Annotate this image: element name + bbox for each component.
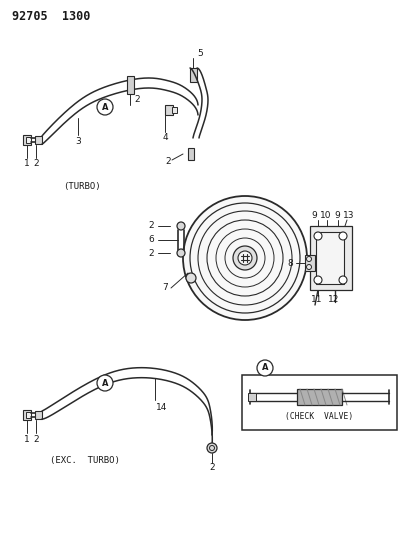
Circle shape xyxy=(97,375,113,391)
Text: 11: 11 xyxy=(311,295,323,304)
Circle shape xyxy=(238,251,252,265)
Circle shape xyxy=(207,443,217,453)
Text: 7: 7 xyxy=(162,284,168,293)
Bar xyxy=(316,232,344,284)
Bar xyxy=(190,68,197,82)
Text: 1: 1 xyxy=(24,158,30,167)
Circle shape xyxy=(177,222,185,230)
Circle shape xyxy=(339,232,347,240)
Text: 9: 9 xyxy=(334,212,340,221)
Text: 1: 1 xyxy=(24,434,30,443)
Circle shape xyxy=(183,196,307,320)
Circle shape xyxy=(314,276,322,284)
Text: 14: 14 xyxy=(156,403,168,413)
Text: 6: 6 xyxy=(148,236,154,245)
Circle shape xyxy=(186,273,196,283)
Text: (EXC.  TURBO): (EXC. TURBO) xyxy=(50,456,120,464)
Bar xyxy=(35,136,42,144)
Text: 2: 2 xyxy=(148,222,154,230)
Circle shape xyxy=(306,264,311,270)
Circle shape xyxy=(314,232,322,240)
Text: 4: 4 xyxy=(162,133,168,142)
Bar xyxy=(26,137,31,143)
Text: 2: 2 xyxy=(209,464,215,472)
Bar xyxy=(165,105,173,115)
Bar xyxy=(188,148,194,160)
Text: (TURBO): (TURBO) xyxy=(63,182,101,191)
Bar xyxy=(23,135,31,145)
Text: (CHECK  VALVE): (CHECK VALVE) xyxy=(285,413,353,422)
Text: A: A xyxy=(262,364,268,373)
Text: 2: 2 xyxy=(33,158,39,167)
Circle shape xyxy=(306,256,311,262)
Text: 2: 2 xyxy=(33,434,39,443)
Text: 2: 2 xyxy=(165,157,171,166)
Text: 9: 9 xyxy=(311,212,317,221)
Text: 2: 2 xyxy=(134,95,140,104)
Text: 5: 5 xyxy=(197,50,203,59)
Text: 92705  1300: 92705 1300 xyxy=(12,10,90,22)
Bar xyxy=(26,412,31,418)
Circle shape xyxy=(257,360,273,376)
Bar xyxy=(172,107,177,113)
Bar xyxy=(35,411,42,419)
Text: 12: 12 xyxy=(328,295,339,304)
Bar xyxy=(242,375,397,430)
Bar xyxy=(305,255,315,271)
Bar xyxy=(297,389,342,405)
Circle shape xyxy=(233,246,257,270)
Text: A: A xyxy=(102,378,108,387)
Circle shape xyxy=(177,249,185,257)
Bar xyxy=(127,76,134,94)
Text: 8: 8 xyxy=(287,259,293,268)
Circle shape xyxy=(97,99,113,115)
Text: A: A xyxy=(102,102,108,111)
Text: 10: 10 xyxy=(320,212,332,221)
Bar xyxy=(23,410,31,420)
Bar xyxy=(310,226,352,290)
Text: 3: 3 xyxy=(75,136,81,146)
Text: 13: 13 xyxy=(343,212,355,221)
Text: 2: 2 xyxy=(148,248,154,257)
Bar xyxy=(248,393,256,401)
Circle shape xyxy=(339,276,347,284)
